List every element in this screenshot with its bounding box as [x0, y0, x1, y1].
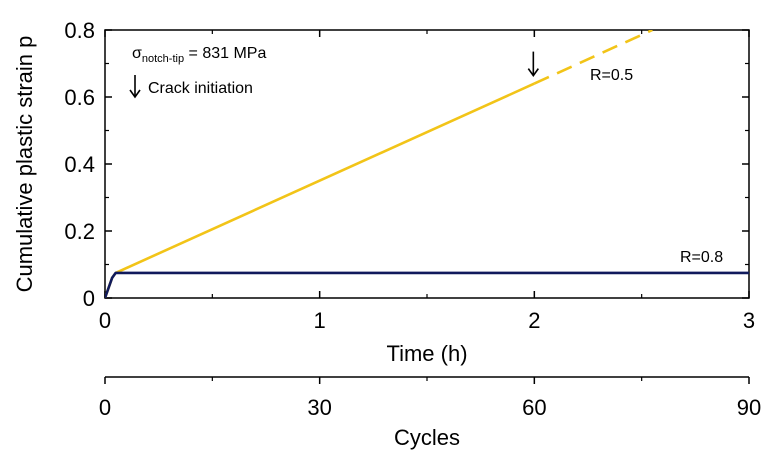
stress-value: = 831 MPa: [184, 45, 266, 62]
crack-initiation-arrow-icon: [527, 51, 539, 77]
down-arrow-icon: [129, 75, 141, 99]
series-lines: [105, 30, 749, 298]
secondary-x-tick-label: 0: [99, 395, 111, 420]
y-tick-label: 0.2: [64, 219, 95, 244]
plot-frame: [104, 29, 750, 299]
y-tick-label: 0.4: [64, 152, 95, 177]
y-tick-label: 0.6: [64, 85, 95, 110]
x-tick-label: 2: [528, 308, 540, 333]
crack-initiation-label: Crack initiation: [148, 80, 253, 97]
series-label-r08: R=0.8: [680, 249, 723, 266]
series-line-r08: [105, 271, 749, 298]
y-tick-label: 0.8: [64, 18, 95, 43]
x-tick-label: 3: [743, 308, 755, 333]
tick-labels: 0 1 2 3 0 0.2 0.4 0.6 0.8: [64, 18, 755, 333]
series-line-r05-dashed: [533, 30, 653, 85]
secondary-x-axis-title: Cycles: [394, 425, 460, 450]
secondary-x-tick-label: 30: [307, 395, 331, 420]
x-axis-title: Time (h): [386, 341, 467, 366]
stress-subscript: notch-tip: [142, 53, 184, 65]
secondary-x-tick-label: 90: [737, 395, 761, 420]
x-tick-label: 0: [99, 308, 111, 333]
y-tick-label: 0: [83, 286, 95, 311]
x-tick-label: 1: [314, 308, 326, 333]
tick-marks: [104, 29, 750, 299]
series-line-r05: [105, 82, 535, 298]
stress-annotation: σnotch-tip = 831 MPa: [132, 45, 266, 65]
secondary-x-tick-label: 60: [522, 395, 546, 420]
secondary-x-ticks: 0 30 60 90: [99, 377, 761, 420]
stress-symbol: σ: [132, 45, 142, 62]
y-axis-title: Cumulative plastic strain p: [12, 36, 37, 293]
series-label-r05: R=0.5: [590, 67, 633, 84]
